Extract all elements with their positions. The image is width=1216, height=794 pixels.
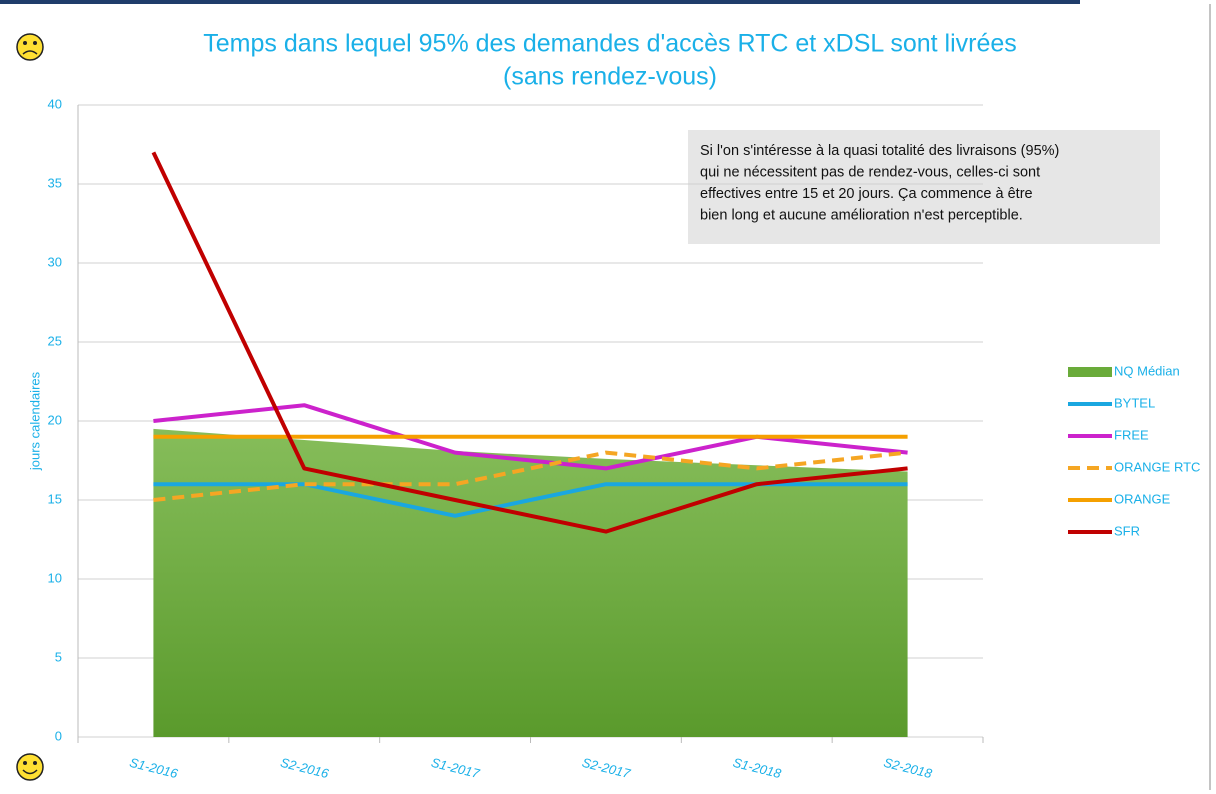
thumb-down-icon — [16, 33, 44, 61]
y-tick-label: 20 — [48, 412, 62, 427]
annotation-line: qui ne nécessitent pas de rendez-vous, c… — [700, 164, 1040, 180]
y-tick-label: 25 — [48, 333, 62, 348]
annotation-box — [688, 130, 1160, 244]
x-tick-label: S2-2017 — [581, 755, 633, 782]
y-tick-label: 5 — [55, 649, 62, 664]
y-tick-label: 35 — [48, 175, 62, 190]
line — [153, 482, 908, 518]
chart-title: Temps dans lequel 95% des demandes d'acc… — [203, 30, 1017, 58]
line — [151, 151, 908, 534]
legend-label: FREE — [1114, 427, 1149, 442]
annotation-line: bien long et aucune amélioration n'est p… — [700, 207, 1023, 223]
top-bar — [0, 0, 1080, 4]
line — [153, 403, 908, 471]
y-axis-label: jours calendaires — [27, 371, 42, 471]
x-tick-label: S2-2016 — [279, 755, 331, 782]
legend-label: BYTEL — [1114, 395, 1155, 410]
y-tick-label: 30 — [48, 254, 62, 269]
x-tick-label: S1-2016 — [128, 755, 180, 782]
annotation: Si l'on s'intéresse à la quasi totalité … — [700, 143, 1059, 224]
chart-subtitle: (sans rendez-vous) — [503, 63, 717, 91]
x-tick-label: S1-2017 — [430, 755, 482, 782]
legend-swatch — [1068, 367, 1112, 377]
y-tick-label: 10 — [48, 570, 62, 585]
line — [153, 450, 908, 502]
x-tick-label: S2-2018 — [882, 755, 934, 782]
area — [153, 428, 908, 737]
legend-label: SFR — [1114, 523, 1140, 538]
legend-label: ORANGE RTC — [1114, 459, 1200, 474]
x-tick-label: S1-2018 — [731, 755, 783, 782]
y-tick-label: 15 — [48, 491, 62, 506]
y-tick-label: 40 — [48, 96, 62, 111]
legend-label: ORANGE — [1114, 491, 1171, 506]
thumb-up-icon — [16, 753, 44, 781]
legend-label: NQ Médian — [1114, 363, 1180, 378]
annotation-line: Si l'on s'intéresse à la quasi totalité … — [700, 143, 1059, 159]
annotation-line: effectives entre 15 et 20 jours. Ça comm… — [700, 186, 1033, 202]
y-tick-label: 0 — [55, 728, 62, 743]
